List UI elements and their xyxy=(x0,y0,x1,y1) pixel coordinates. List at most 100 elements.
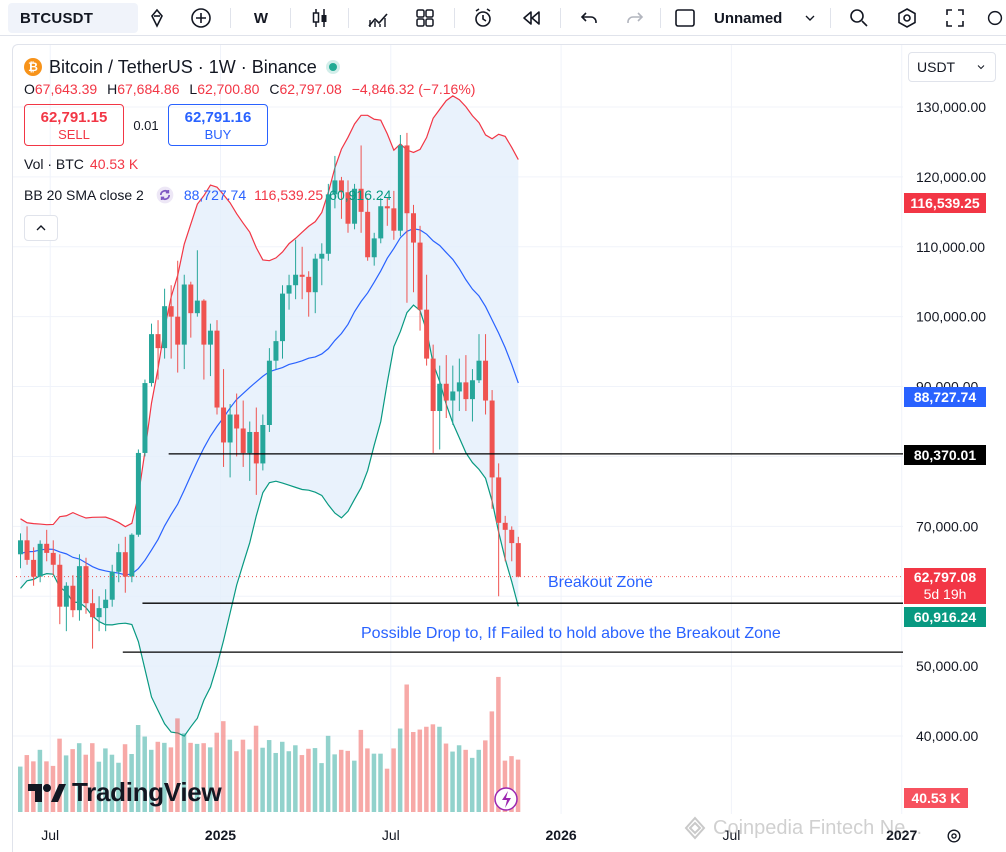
candle-body xyxy=(443,383,449,401)
breakout-zone-label[interactable]: Breakout Zone xyxy=(548,574,653,591)
undo-icon[interactable] xyxy=(574,3,604,33)
quick-search-icon[interactable] xyxy=(844,3,874,33)
volume-bar xyxy=(227,739,233,812)
candle-body xyxy=(201,300,207,345)
volume-bar xyxy=(443,743,449,812)
volume-price-tag: 40.53 K xyxy=(904,788,968,808)
volume-bar xyxy=(325,735,331,812)
candle-body xyxy=(129,534,135,577)
candle-body xyxy=(135,452,141,535)
volume-bar xyxy=(149,749,154,812)
sell-label: SELL xyxy=(58,126,90,142)
volume-bar xyxy=(365,748,370,812)
candle-body xyxy=(149,334,154,384)
volume-bar xyxy=(96,761,102,812)
sell-button[interactable]: 62,791.15 SELL xyxy=(24,104,124,146)
buy-button[interactable]: 62,791.16 BUY xyxy=(168,104,268,146)
add-symbol-icon[interactable] xyxy=(186,3,216,33)
gear-icon[interactable] xyxy=(944,826,964,846)
market-open-indicator xyxy=(328,63,337,71)
candle-body xyxy=(76,566,82,611)
interval-button[interactable]: W xyxy=(253,9,269,27)
replay-icon[interactable] xyxy=(516,3,546,33)
symbol-title[interactable]: Bitcoin / TetherUS · 1W · Binance xyxy=(49,56,317,77)
candle-body xyxy=(384,206,390,209)
volume-bar xyxy=(496,676,501,812)
settings-hex-icon[interactable] xyxy=(892,3,922,33)
candle-body xyxy=(299,274,305,277)
coinpedia-logo-icon xyxy=(684,816,706,840)
volume-bar xyxy=(24,755,30,812)
redo-icon[interactable] xyxy=(620,3,650,33)
drop-target-label[interactable]: Possible Drop to, If Failed to hold abov… xyxy=(361,625,781,642)
candle-body xyxy=(188,284,194,314)
chevron-up-icon xyxy=(36,225,46,231)
bb-lower-value: 60,916.24 xyxy=(329,187,392,203)
candle-body xyxy=(483,360,489,401)
volume-bar xyxy=(391,748,396,812)
bb-lower-price-tag: 60,916.24 xyxy=(904,607,986,627)
y-tick-label: 70,000.00 xyxy=(916,518,978,534)
candle-body xyxy=(155,334,161,349)
candle-body xyxy=(175,316,181,345)
volume-legend[interactable]: Vol · BTC 40.53 K xyxy=(24,156,481,174)
volume-bar xyxy=(234,751,239,812)
volume-bar xyxy=(515,759,521,812)
volume-bar xyxy=(378,753,383,812)
tradingview-logo-icon xyxy=(28,783,66,802)
screenshot-icon[interactable] xyxy=(984,3,1006,33)
volume-bar xyxy=(240,739,246,812)
candle-body xyxy=(96,608,102,618)
candle-body xyxy=(70,585,76,611)
symbol-search-button[interactable]: BTCUSDT xyxy=(8,3,138,33)
bb-basis-price-tag: 88,727.74 xyxy=(904,387,986,407)
last-price-tag: 62,797.08 5d 19h xyxy=(904,568,986,604)
volume-bar xyxy=(181,733,187,812)
top-toolbar: BTCUSDT W xyxy=(0,0,1006,36)
candle-body xyxy=(450,391,456,401)
candle-body xyxy=(18,540,23,555)
layout-name[interactable]: Unnamed xyxy=(714,9,783,27)
layout-icon[interactable] xyxy=(670,3,700,33)
candle-body xyxy=(463,382,469,400)
alert-icon[interactable] xyxy=(468,3,498,33)
collapse-legend-button[interactable] xyxy=(24,215,58,241)
chart-legend: ₿ Bitcoin / TetherUS · 1W · Binance O67,… xyxy=(24,56,481,241)
bollinger-upper-line xyxy=(20,95,519,528)
bitcoin-logo-icon: ₿ xyxy=(24,58,42,76)
indicators-icon[interactable] xyxy=(363,3,393,33)
candle-body xyxy=(365,211,371,258)
candle-body xyxy=(162,306,168,349)
candle-body xyxy=(221,407,227,443)
volume-bar xyxy=(430,724,436,812)
candle-body xyxy=(286,285,292,294)
volume-bar xyxy=(253,725,259,812)
candle-body xyxy=(227,414,233,443)
candle-body xyxy=(391,208,397,231)
volume-bar xyxy=(266,740,272,812)
volume-bar xyxy=(63,755,69,812)
volume-bar xyxy=(280,741,285,812)
chevron-down-icon[interactable] xyxy=(800,3,820,33)
volume-bar xyxy=(76,743,82,812)
candles-icon[interactable] xyxy=(305,3,335,33)
volume-value: 40.53 K xyxy=(89,156,139,172)
bollinger-legend[interactable]: BB 20 SMA close 2 88,727.74 116,539.25 6… xyxy=(24,185,481,205)
candle-body xyxy=(293,274,299,286)
currency-select[interactable]: USDT xyxy=(908,52,996,82)
candle-body xyxy=(345,192,351,224)
candle-body xyxy=(181,284,187,345)
buy-price: 62,791.16 xyxy=(184,108,252,126)
candle-body xyxy=(378,206,384,239)
compare-symbol-icon[interactable] xyxy=(142,3,172,33)
candle-body xyxy=(312,258,318,293)
candle-body xyxy=(90,603,96,618)
candle-body xyxy=(509,529,515,544)
fullscreen-icon[interactable] xyxy=(940,3,970,33)
tradingview-logo[interactable]: TradingView xyxy=(26,777,222,808)
templates-icon[interactable] xyxy=(410,3,440,33)
candle-body xyxy=(63,585,69,607)
candle-body xyxy=(50,552,56,565)
price-chart[interactable]: 130,000.00 120,000.00 110,000.00 100,000.00… xyxy=(0,44,1006,852)
x-tick-label: 2027 xyxy=(886,827,917,843)
